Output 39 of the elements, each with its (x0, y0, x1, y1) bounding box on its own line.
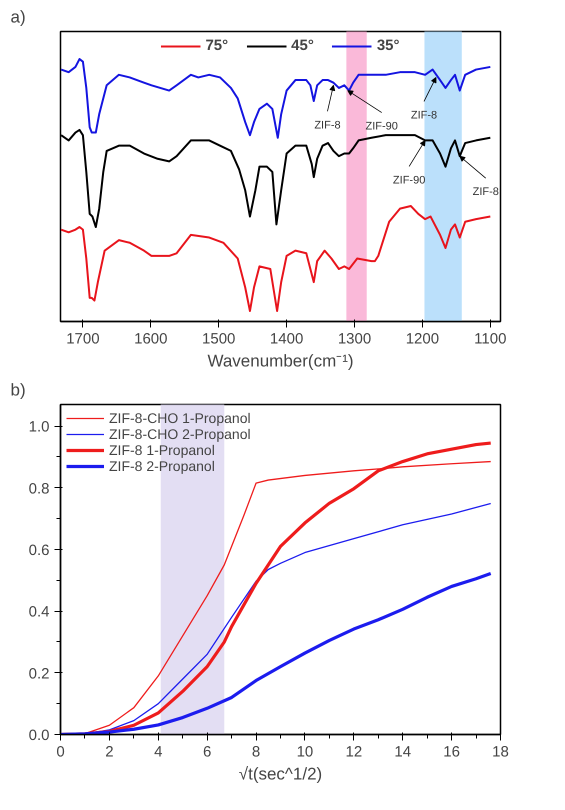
annotation: ZIF-90 (392, 174, 426, 186)
legend-label: ZIF-8-CHO 1-Propanol (109, 410, 251, 426)
y-tick-label: 0.2 (28, 665, 50, 682)
legend-label: ZIF-8-CHO 2-Propanol (109, 426, 251, 442)
x-tick-label: 1200 (406, 330, 440, 348)
x-tick-label: 12 (345, 744, 362, 760)
legend-label: 75° (205, 37, 228, 54)
x-tick-label: 1100 (474, 330, 506, 348)
legend-label: ZIF-8 2-Propanol (109, 458, 215, 474)
x-tick-label: 1400 (270, 330, 304, 348)
annotation: ZIF-90 (366, 120, 398, 133)
x-tick-label: 4 (154, 744, 162, 760)
x-axis-title: Wavenumber(cm⁻¹) (207, 352, 354, 370)
x-tick-label: 16 (443, 744, 460, 760)
legend-label: 35° (376, 37, 400, 54)
legend-label: ZIF-8 1-Propanol (109, 442, 215, 458)
y-tick-label: 0.4 (28, 604, 50, 621)
y-tick-label: 1.0 (28, 418, 50, 436)
x-tick-label: 14 (394, 744, 412, 760)
x-tick-label: 10 (296, 744, 314, 760)
x-tick-label: 1700 (66, 330, 100, 348)
x-tick-label: 2 (105, 744, 114, 760)
chart-title: b) (10, 380, 26, 400)
x-tick-label: 6 (202, 744, 212, 760)
chart-title: a) (10, 8, 26, 26)
y-tick-label: 0.0 (28, 727, 50, 744)
x-tick-label: 8 (252, 744, 260, 760)
y-tick-label: 0.8 (28, 480, 50, 498)
legend-label: 45° (291, 37, 314, 54)
y-tick-label: 0.6 (28, 542, 50, 559)
x-tick-label: 18 (492, 744, 509, 760)
annotation: ZIF-8 (314, 119, 341, 132)
x-tick-label: 0 (56, 744, 65, 760)
x-tick-label: 1500 (202, 330, 236, 348)
annotation: ZIF-8 (410, 109, 438, 122)
x-tick-label: 1600 (134, 330, 168, 348)
x-axis-title: √t(sec^1/2) (238, 764, 322, 784)
x-tick-label: 1300 (338, 330, 372, 348)
annotation: ZIF-8 (472, 186, 499, 198)
